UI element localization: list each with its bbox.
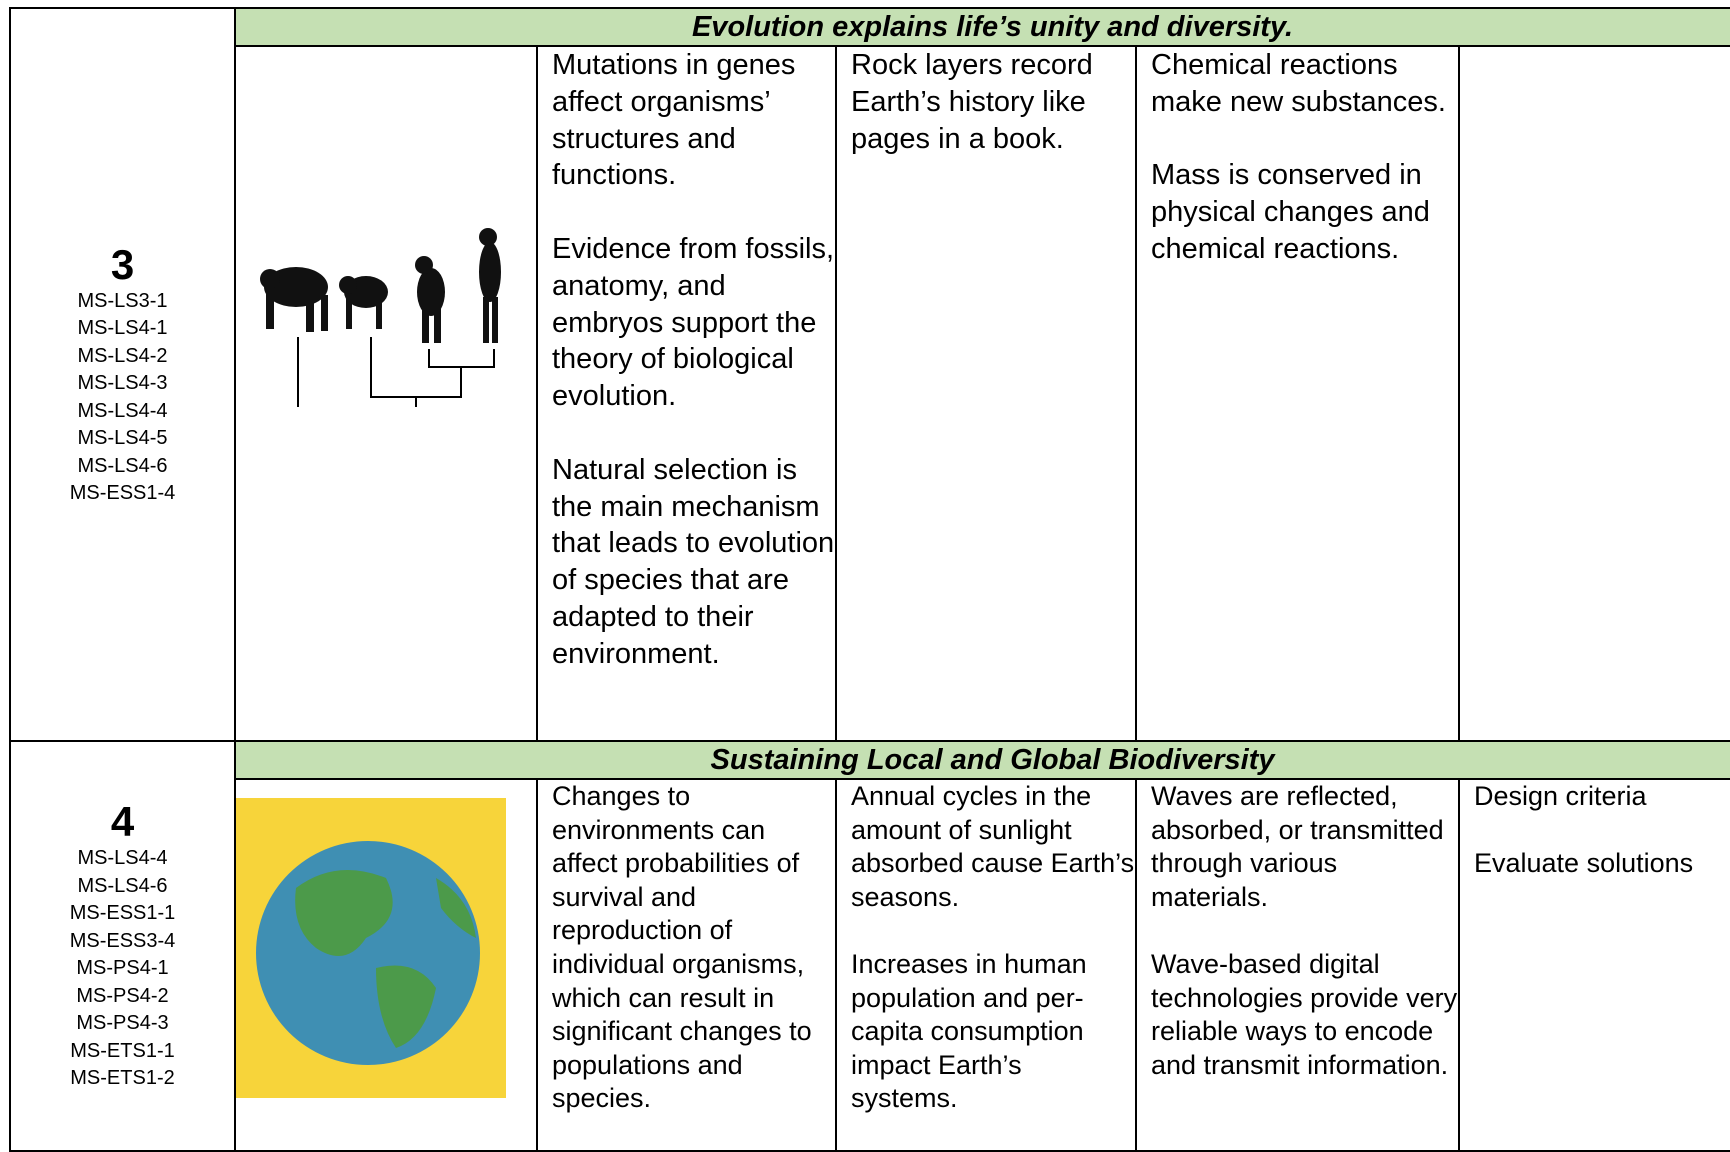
content-row: Changes to environments can affect proba… — [10, 778, 1730, 1152]
standard-code: MS-PS4-2 — [76, 984, 169, 1007]
concept-cell: Annual cycles in the amount of sunlight … — [835, 778, 1137, 1152]
standard-code: MS-LS4-6 — [77, 454, 168, 477]
content-row: Mutations in genes affect organisms’ str… — [10, 45, 1730, 742]
standard-code: MS-LS4-1 — [77, 317, 168, 339]
standard-code: MS-LS4-6 — [77, 874, 168, 897]
concept-text: Waves are reflected, absorbed, or transm… — [1151, 781, 1444, 912]
concept-cell — [1457, 45, 1730, 742]
concept-text: Mutations in genes affect organisms’ str… — [552, 49, 796, 192]
standard-code: MS-ESS3-4 — [69, 929, 176, 952]
unit-number: 3 — [110, 240, 135, 288]
standard-code: MS-ETS1-2 — [70, 1067, 175, 1090]
unit-cell: 3 MS-LS3-1 MS-LS4-1 MS-LS4-2 MS-LS4-3 MS-LS4-… — [9, 7, 236, 742]
concept-cell: Chemical reactions make new substances. M… — [1135, 45, 1460, 742]
concept-text: Wave-based digital technologies provide … — [1151, 948, 1458, 1080]
standard-code: MS-ETS1-1 — [70, 1039, 175, 1062]
illustration-cell — [234, 45, 538, 742]
standard-code: MS-LS4-5 — [77, 427, 168, 449]
standard-code: MS-PS4-1 — [76, 957, 169, 980]
standard-code: MS-LS4-2 — [77, 344, 168, 367]
banner-row: 3 MS-LS3-1 MS-LS4-1 MS-LS4-2 MS-LS4-3 MS-LS4-… — [9, 7, 1730, 742]
concept-text: Evidence from fossils, anatomy, and embr… — [552, 232, 835, 413]
concept-cell: Changes to environments can affect proba… — [536, 778, 837, 1152]
concept-text: Design criteria — [1474, 781, 1647, 811]
standard-code: MS-LS4-4 — [77, 847, 168, 870]
evolution-illustration — [260, 228, 501, 460]
standard-code: MS-ESS1-1 — [69, 902, 176, 925]
illustration-cell — [234, 778, 538, 1152]
standard-code: MS-LS4-4 — [77, 399, 168, 422]
banner-row: 4 MS-LS4-4 MS-LS4-6 MS-ESS1-1 MS-ESS3-4 MS-PS… — [9, 740, 1730, 1152]
unit-number: 4 — [110, 798, 135, 846]
concept-text: Natural selection is the main mechanism … — [552, 453, 835, 670]
standard-code: MS-PS4-3 — [76, 1012, 169, 1035]
unit-cell: 4 MS-LS4-4 MS-LS4-6 MS-ESS1-1 MS-ESS3-4 MS-PS… — [9, 740, 236, 1152]
concept-cell: Design criteria Evaluate solutions — [1457, 778, 1730, 1152]
concept-text: Mass is conserved in physical changes an… — [1151, 159, 1430, 265]
concept-text: Chemical reactions make new substances. — [1151, 49, 1446, 118]
concept-cell: Mutations in genes affect organisms’ str… — [536, 45, 837, 742]
concept-cell: Rock layers record Earth’s history like … — [835, 45, 1137, 742]
concept-text: Annual cycles in the amount of sunlight … — [851, 781, 1135, 912]
concept-text: Increases in human population and per-ca… — [851, 948, 1087, 1114]
curriculum-table: 3 MS-LS3-1 MS-LS4-1 MS-LS4-2 MS-LS4-3 MS-LS4-… — [9, 7, 1730, 1152]
earth-illustration — [236, 798, 506, 1098]
table-body: 3 MS-LS3-1 MS-LS4-1 MS-LS4-2 MS-LS4-3 MS-LS4-… — [9, 7, 1730, 1152]
standard-code: MS-LS3-1 — [77, 289, 168, 312]
unit-title: Evolution explains life’s unity and dive… — [233, 7, 1730, 47]
unit-title: Sustaining Local and Global Biodiversity — [233, 740, 1730, 780]
standard-code: MS-LS4-3 — [77, 372, 168, 394]
concept-text: Changes to environments can affect proba… — [552, 781, 812, 1114]
standard-code: MS-ESS1-4 — [69, 482, 176, 504]
concept-cell: Waves are reflected, absorbed, or transm… — [1135, 778, 1460, 1152]
concept-text: Rock layers record Earth’s history like … — [851, 49, 1093, 155]
concept-text: Evaluate solutions — [1474, 848, 1694, 879]
